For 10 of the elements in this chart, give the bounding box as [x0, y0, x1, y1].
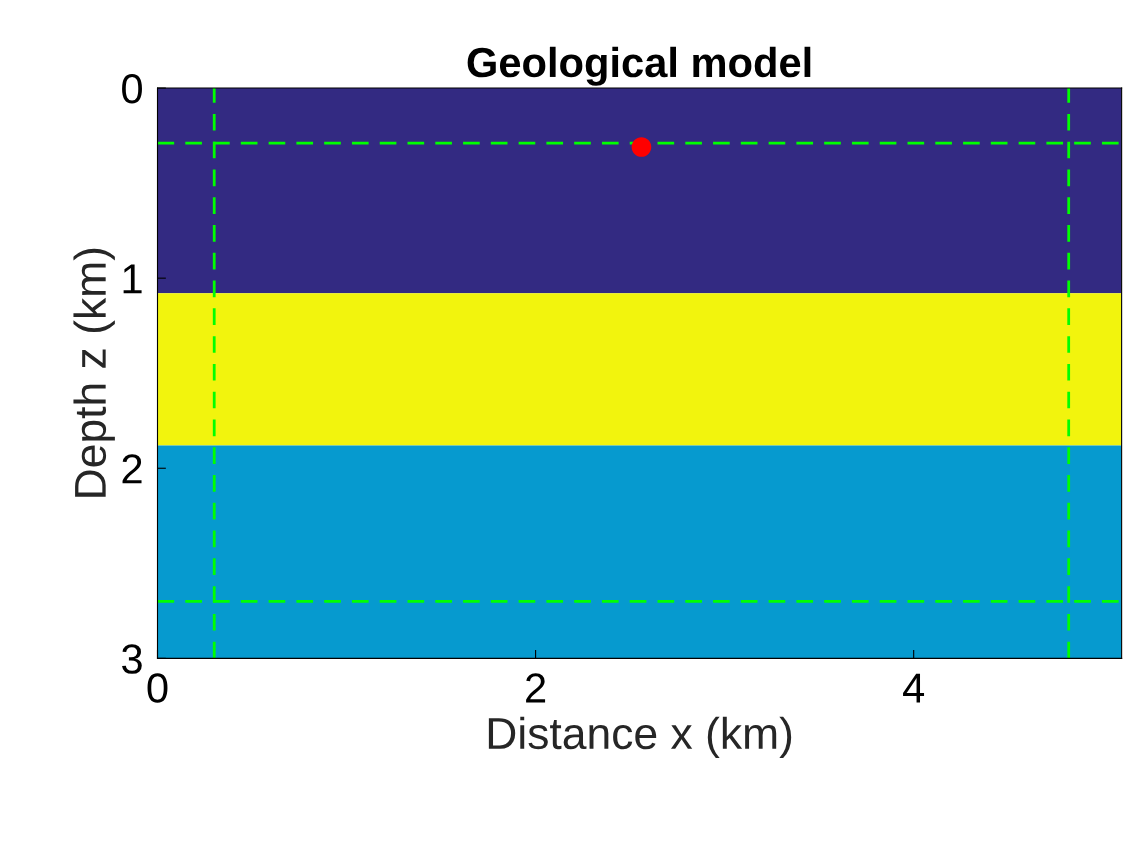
- y-axis-title: Depth z (km): [73, 248, 115, 497]
- y-tick-label: 0: [122, 74, 142, 104]
- y-tick-label: 3: [122, 644, 142, 674]
- x-tick-label: 2: [526, 673, 546, 703]
- y-tick-label: 1: [123, 264, 142, 294]
- x-axis-title: Distance x (km): [488, 716, 792, 759]
- x-tick-label: 4: [903, 673, 925, 703]
- chart-title: Geological model: [467, 46, 811, 86]
- x-tick-label: 0: [147, 673, 168, 703]
- y-tick-label: 2: [122, 454, 142, 484]
